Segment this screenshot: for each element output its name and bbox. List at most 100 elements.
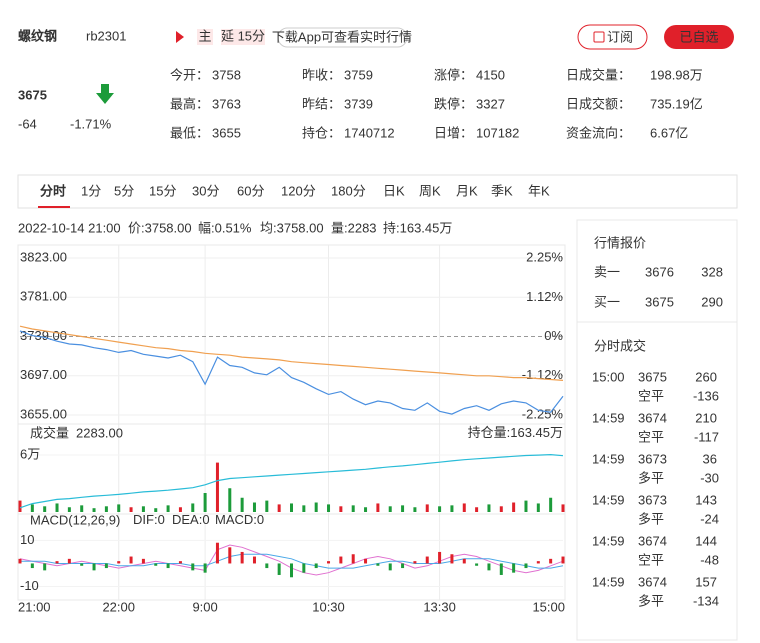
volume-bar (475, 507, 479, 512)
price-change: -64 (18, 116, 37, 131)
trade-volume: 144 (695, 533, 717, 548)
period-tab[interactable]: 分时 (40, 183, 66, 198)
period-tab[interactable]: 年K (528, 183, 550, 198)
volume-bar (18, 500, 22, 512)
macd-bar (314, 563, 318, 569)
favorite-button[interactable] (664, 25, 734, 49)
info-item: 量:2283 (331, 220, 377, 235)
subscribe-button[interactable] (577, 24, 648, 50)
stat-value: 3758 (212, 67, 241, 82)
trade-time: 14:59 (592, 410, 625, 425)
macd-bar (129, 556, 133, 564)
chart-frame (17, 244, 566, 601)
legend-name: DIF (133, 512, 154, 527)
macd-bar (290, 563, 293, 578)
download-button[interactable] (277, 27, 408, 48)
trade-kind: 多平 (638, 511, 664, 526)
info-item: 2022-10-14 21:00 (18, 220, 121, 235)
volume-bar (462, 503, 466, 512)
volume-bar (166, 505, 170, 512)
volume-bar (67, 507, 71, 512)
x-tick-label: 9:00 (192, 599, 217, 614)
period-tab[interactable]: 30分 (192, 183, 219, 198)
info-item: 持:163.45万 (383, 220, 452, 235)
stat-label: 最低： (170, 125, 209, 140)
legend-entry: MACD:0 (215, 512, 264, 527)
macd-bar (401, 563, 405, 569)
stat-label: 持仓： (302, 125, 341, 140)
macd-title: MACD(12,26,9) (30, 512, 120, 527)
stat-value: 1740712 (344, 125, 395, 140)
book-volume: 328 (701, 264, 723, 279)
macd-bar (228, 547, 232, 564)
stat-value: 3739 (344, 96, 373, 111)
macd-bar (80, 563, 84, 566)
trade-time: 14:59 (592, 492, 625, 507)
stat-label: 昨结： (302, 96, 341, 111)
trade-price: 3675 (638, 369, 667, 384)
volume-bar (401, 505, 405, 512)
macd-bar (512, 563, 516, 573)
macd-bar (30, 563, 34, 569)
y2-tick-label: 1.12% (526, 289, 563, 304)
down-arrow (96, 84, 114, 104)
legend-value: :0 (199, 512, 210, 527)
last-price: 3675 (18, 87, 47, 102)
macd-bar (277, 563, 281, 575)
stat-value: 107182 (476, 125, 519, 140)
volume-bar (561, 504, 565, 512)
x-tick-label: 22:00 (102, 599, 135, 614)
trade-volume: 157 (695, 574, 717, 589)
stat-value: 3763 (212, 96, 241, 111)
stat-label: 日成交额： (566, 96, 631, 111)
legend-name: 持仓量 (468, 425, 507, 440)
info-item: 幅:0.51% (198, 220, 252, 235)
tag-delay: 延 15分 (221, 28, 265, 43)
legend-entry: DIF:0 (133, 512, 165, 527)
period-tab[interactable]: 1分 (81, 183, 101, 198)
macd-bar (117, 561, 121, 564)
volume-bar (351, 505, 355, 512)
price-change-pct: -1.71% (70, 116, 112, 131)
price-line (19, 330, 564, 415)
volume-bar (117, 504, 121, 512)
period-tab[interactable]: 60分 (237, 183, 264, 198)
volume-bar (191, 503, 195, 512)
stat-value: 4150 (476, 67, 505, 82)
period-tab[interactable]: 日K (383, 183, 405, 198)
trade-price: 3674 (638, 574, 667, 589)
favorite-text[interactable]: 已自选 (679, 29, 718, 44)
volume-bar (92, 508, 96, 512)
period-tab[interactable]: 15分 (149, 183, 176, 198)
trade-volume: 210 (695, 410, 717, 425)
volume-bar (314, 502, 318, 512)
period-tab[interactable]: 季K (491, 183, 513, 198)
period-tab[interactable]: 周K (419, 183, 441, 198)
macd-bar (215, 542, 219, 564)
volume-bar (302, 505, 306, 512)
period-tab[interactable]: 月K (456, 183, 478, 198)
period-tab[interactable]: 180分 (331, 183, 366, 198)
trade-kind: 空平 (638, 429, 664, 444)
volume-bar (524, 500, 528, 512)
volume-bar (290, 503, 293, 512)
subscribe-icon (593, 31, 605, 43)
macd-bar (339, 556, 343, 564)
download-text[interactable]: 下载App可查看实时行情 (272, 29, 412, 44)
period-tab[interactable]: 120分 (281, 183, 316, 198)
stat-label: 日增： (434, 125, 473, 140)
macd-bar (475, 563, 479, 566)
stat-value: 198.98万 (650, 67, 703, 82)
trade-price: 3674 (638, 533, 667, 548)
stat-label: 昨收： (302, 67, 341, 82)
period-tab[interactable]: 5分 (114, 183, 134, 198)
tab-bar (17, 174, 738, 209)
macd-bar (536, 561, 540, 564)
legend-holdings: 持仓量:163.45万 (468, 425, 563, 440)
y-tick-label: 3823.00 (20, 249, 67, 264)
info-item: 价:3758.00 (128, 220, 192, 235)
x-tick-label: 13:30 (423, 599, 456, 614)
subscribe-text[interactable]: 订阅 (607, 29, 633, 44)
volume-bar (450, 505, 454, 512)
macd-bar (252, 556, 256, 564)
